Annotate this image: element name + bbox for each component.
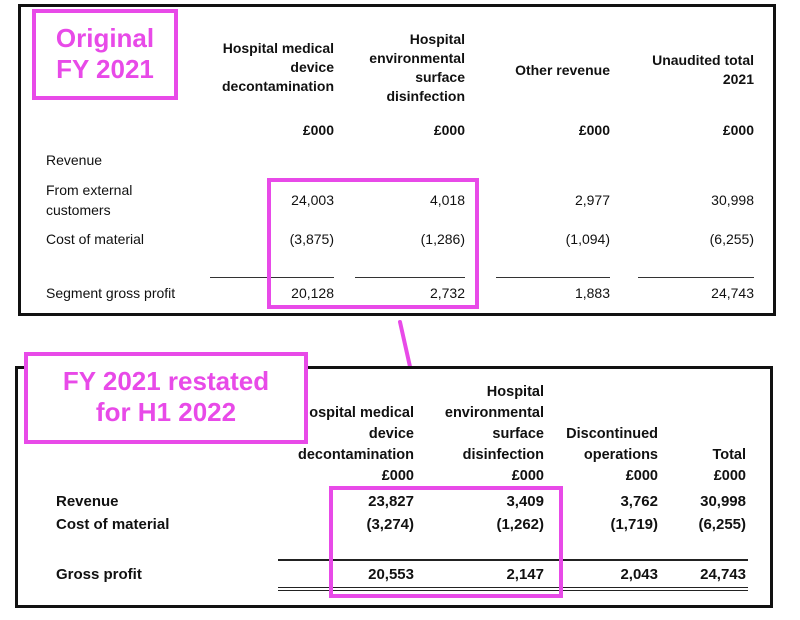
unit-hesd: £000 bbox=[433, 122, 465, 138]
value-cell: (6,255) bbox=[698, 516, 746, 533]
value-cell: 24,743 bbox=[700, 566, 746, 583]
highlight-box-bottom bbox=[329, 486, 563, 598]
subtotal-rule bbox=[210, 277, 334, 278]
value-cell: 23,827 bbox=[368, 493, 414, 510]
header-hmdd-restated: ospital medical device decontamination £000 bbox=[297, 405, 414, 484]
subtotal-rule bbox=[638, 277, 754, 278]
value-cell: (1,262) bbox=[496, 516, 544, 533]
row-label-revenue-restated: Revenue bbox=[56, 493, 119, 510]
unit-other: £000 bbox=[578, 122, 610, 138]
header-hesd: Hospital environmental surface disinfection bbox=[369, 31, 465, 104]
subtotal-rule bbox=[496, 277, 610, 278]
unit-total: £000 bbox=[722, 122, 754, 138]
value-cell: (1,286) bbox=[420, 231, 465, 247]
value-cell: 24,003 bbox=[291, 192, 334, 208]
row-label-cost: Cost of material bbox=[46, 231, 145, 247]
subtotal-rule bbox=[355, 277, 465, 278]
value-cell: 3,762 bbox=[620, 493, 658, 510]
value-cell: 4,018 bbox=[429, 192, 465, 208]
value-cell: 30,998 bbox=[700, 493, 746, 510]
total-rule bbox=[278, 590, 748, 591]
value-cell: 2,043 bbox=[620, 566, 658, 583]
value-cell: 1,883 bbox=[574, 285, 610, 301]
total-rule bbox=[278, 587, 748, 588]
row-label-gross: Segment gross profit bbox=[46, 285, 176, 301]
row-label-gross-restated: Gross profit bbox=[56, 566, 142, 583]
header-hesd-restated: Hospital environmental surface disinfection… bbox=[444, 384, 544, 484]
row-label-revenue: Revenue bbox=[46, 152, 103, 168]
value-cell: 20,128 bbox=[291, 285, 334, 301]
header-other: Other revenue bbox=[515, 62, 610, 78]
original-fy2021-tag: Original FY 2021 bbox=[32, 9, 178, 100]
unit-hmdd: £000 bbox=[302, 122, 334, 138]
value-cell: (3,875) bbox=[289, 231, 334, 247]
value-cell: (6,255) bbox=[709, 231, 754, 247]
value-cell: (1,094) bbox=[565, 231, 610, 247]
value-cell: (3,274) bbox=[366, 516, 414, 533]
value-cell: (1,719) bbox=[610, 516, 658, 533]
value-cell: 2,147 bbox=[506, 566, 544, 583]
header-total-restated: Total £000 bbox=[712, 447, 746, 484]
value-cell: 24,743 bbox=[711, 285, 754, 301]
header-hmdd: Hospital medical device decontamination bbox=[221, 40, 334, 94]
value-cell: 2,977 bbox=[574, 192, 610, 208]
value-cell: 30,998 bbox=[711, 192, 754, 208]
restated-fy2021-tag: FY 2021 restated for H1 2022 bbox=[24, 352, 308, 444]
value-cell: 3,409 bbox=[506, 493, 544, 510]
value-cell: 2,732 bbox=[429, 285, 465, 301]
row-label-cost-restated: Cost of material bbox=[56, 516, 170, 533]
header-discontinued: Discontinued operations £000 bbox=[566, 426, 658, 484]
header-total: Unaudited total 2021 bbox=[652, 52, 754, 87]
highlight-box-top bbox=[267, 178, 479, 309]
value-cell: 20,553 bbox=[368, 566, 414, 583]
subtotal-rule bbox=[278, 559, 748, 561]
row-label-external: From external customers bbox=[46, 182, 133, 218]
